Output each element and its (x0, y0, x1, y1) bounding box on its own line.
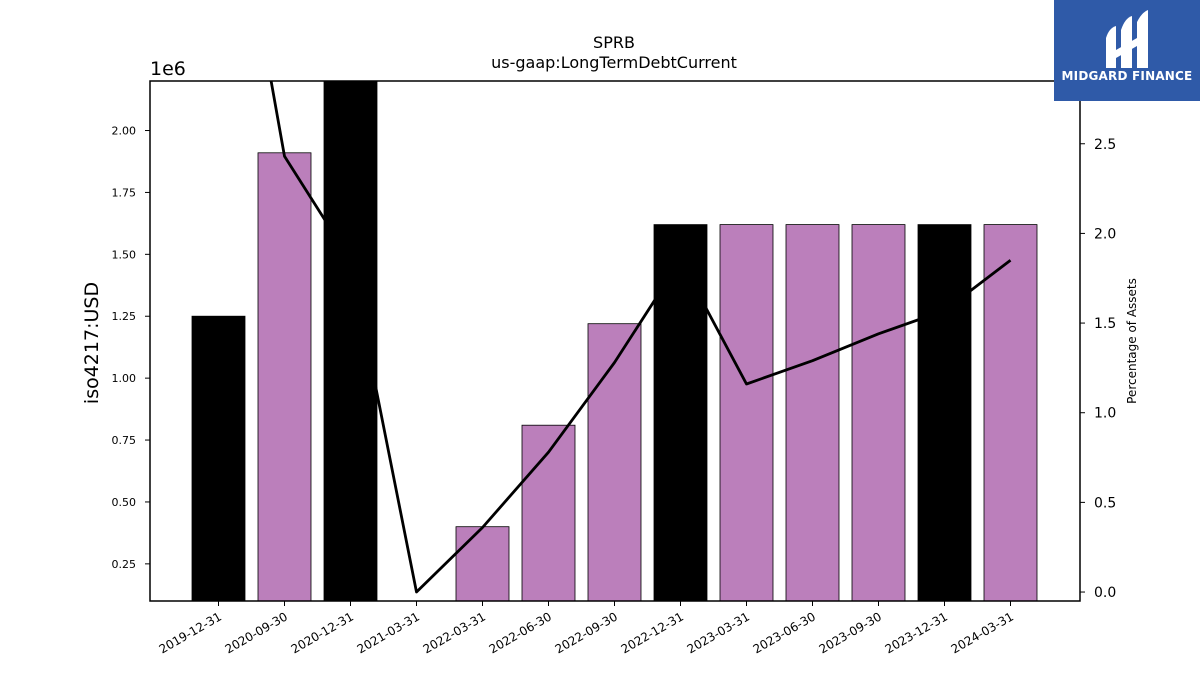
y-tick-label: 0.75 (112, 434, 137, 447)
chart-subtitle: us-gaap:LongTermDebtCurrent (491, 53, 737, 72)
logo-text: MIDGARD FINANCE (1061, 69, 1193, 83)
y2-tick-label: 2.0 (1094, 226, 1116, 242)
y-offset-label: 1e6 (150, 58, 186, 80)
x-tick-label: 2022-12-31 (619, 609, 686, 656)
x-tick-label: 2024-03-31 (949, 609, 1016, 656)
x-tick-label: 2022-09-30 (553, 609, 620, 656)
y2-tick-label: 2.5 (1094, 137, 1116, 153)
bar-2022-06-30 (521, 424, 576, 601)
bar-2022-03-31 (455, 526, 510, 601)
x-tick-label: 2021-03-31 (355, 609, 422, 656)
y2-axis: 0.0 0.5 1.0 1.5 2.0 2.5 (1080, 137, 1116, 601)
bar-2023-03-31 (719, 224, 774, 601)
x-tick-label: 2020-12-31 (289, 609, 356, 656)
chart-title: SPRB (593, 33, 635, 52)
bars-group (191, 81, 1038, 601)
x-tick-label: 2023-03-31 (685, 609, 752, 656)
percentage-of-assets-line (269, 81, 1012, 594)
bar-2023-09-30 (851, 224, 906, 601)
y-tick-label: 0.25 (112, 558, 137, 571)
x-tick-label: 2022-06-30 (487, 609, 554, 656)
y2-tick-label: 0.5 (1094, 495, 1116, 511)
bar-2023-06-30 (785, 224, 840, 601)
x-tick-label: 2019-12-31 (157, 609, 224, 656)
bar-2022-12-31 (653, 224, 708, 601)
bar-2022-09-30 (587, 323, 642, 601)
logo-mark-icon (1106, 10, 1148, 68)
x-tick-label: 2023-09-30 (817, 609, 884, 656)
bar-2019-12-31 (191, 315, 246, 601)
x-tick-label: 2020-09-30 (223, 609, 290, 656)
y-axis: 0.25 0.50 0.75 1.00 1.25 1.50 1.75 2.00 (112, 125, 150, 571)
bar-2020-09-30 (257, 152, 312, 601)
x-tick-label: 2023-12-31 (883, 609, 950, 656)
x-tick-label: 2022-03-31 (421, 609, 488, 656)
x-tick-label: 2023-06-30 (751, 609, 818, 656)
bar-2024-03-31 (983, 224, 1038, 601)
y-tick-label: 1.75 (112, 186, 137, 199)
x-axis: 2019-12-312020-09-302020-12-312021-03-31… (157, 601, 1016, 656)
y2-tick-label: 1.0 (1094, 406, 1116, 422)
y-tick-label: 2.00 (112, 125, 137, 138)
y-axis-label: iso4217:USD (81, 282, 103, 404)
y2-tick-label: 0.0 (1094, 585, 1116, 601)
y-tick-label: 0.50 (112, 496, 137, 509)
bar-2023-12-31 (917, 224, 972, 601)
line-group (269, 81, 1012, 594)
midgard-finance-logo: MIDGARD FINANCE (1054, 0, 1200, 101)
bar-2020-12-31 (323, 81, 378, 601)
y-tick-label: 1.25 (112, 310, 137, 323)
y-tick-label: 1.00 (112, 372, 137, 385)
y2-tick-label: 1.5 (1094, 316, 1116, 332)
y2-axis-label: Percentage of Assets (1125, 278, 1139, 404)
y-tick-label: 1.50 (112, 248, 137, 261)
